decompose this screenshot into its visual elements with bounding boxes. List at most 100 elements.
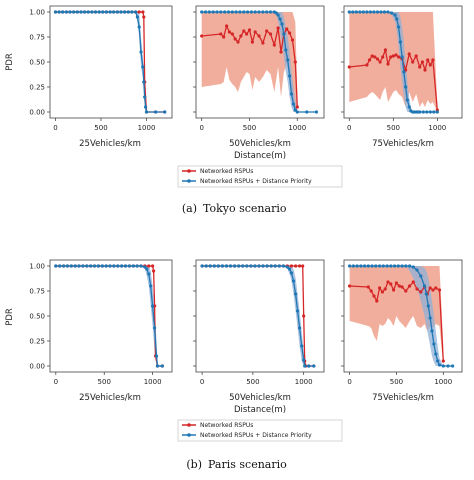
point-distance-priority: [289, 92, 294, 96]
point-distance-priority: [145, 267, 149, 271]
point-distance-priority: [226, 10, 231, 14]
point-distance-priority: [354, 10, 358, 14]
legend-label: Networked RSPUs + Distance Priority: [200, 178, 312, 185]
point-networked-rspus: [257, 34, 261, 38]
point-distance-priority: [216, 264, 220, 268]
point-distance-priority: [397, 25, 401, 29]
point-distance-priority: [200, 10, 204, 14]
point-distance-priority: [285, 265, 289, 269]
point-networked-rspus: [285, 27, 289, 31]
point-distance-priority: [204, 10, 208, 14]
point-networked-rspus: [426, 58, 430, 62]
point-distance-priority: [273, 264, 277, 268]
x-tick-label: 1000: [428, 124, 446, 132]
point-distance-priority: [390, 11, 394, 15]
point-distance-priority: [298, 326, 302, 330]
chart-paris-25: 25Vehicles/km 0.00 0.25 0.50 0.75 1.00 0 500 10…: [29, 259, 173, 403]
point-distance-priority: [424, 292, 428, 296]
point-distance-priority: [123, 10, 127, 14]
point-distance-priority: [134, 10, 138, 14]
point-distance-priority: [407, 105, 411, 109]
point-networked-rspus: [428, 286, 432, 290]
point-distance-priority: [212, 264, 216, 268]
chart-xlabel: 25Vehicles/km: [79, 393, 141, 403]
point-networked-rspus: [242, 29, 246, 33]
point-distance-priority: [58, 264, 62, 268]
point-networked-rspus: [247, 28, 252, 32]
point-distance-priority: [92, 264, 97, 268]
point-networked-rspus: [383, 48, 387, 52]
plot-area: [348, 264, 455, 368]
point-networked-rspus: [236, 40, 240, 44]
point-networked-rspus: [411, 280, 415, 284]
point-distance-priority: [307, 364, 311, 368]
point-distance-priority: [430, 329, 434, 333]
point-distance-priority: [100, 264, 104, 268]
y-tick-label: 0.25: [29, 338, 45, 346]
point-distance-priority: [238, 10, 242, 14]
point-distance-priority: [370, 264, 374, 268]
point-distance-priority: [143, 95, 147, 99]
line-networked-rspus: [55, 11, 165, 113]
point-networked-rspus: [370, 54, 374, 58]
point-distance-priority: [233, 264, 237, 268]
point-distance-priority: [385, 264, 389, 268]
point-networked-rspus: [369, 289, 373, 293]
point-distance-priority: [437, 363, 442, 367]
caption-text: Paris scenario: [208, 458, 287, 471]
point-networked-rspus: [431, 288, 435, 292]
point-networked-rspus: [366, 285, 370, 289]
point-distance-priority: [151, 304, 155, 308]
point-networked-rspus: [152, 269, 156, 273]
point-distance-priority: [358, 10, 362, 14]
point-distance-priority: [434, 352, 438, 356]
point-networked-rspus: [279, 50, 283, 54]
legend-marker: [187, 179, 191, 183]
point-networked-rspus: [268, 32, 273, 36]
legend: Networked RSPUs Networked RSPUs + Distan…: [177, 165, 343, 188]
point-networked-rspus: [151, 264, 155, 268]
point-distance-priority: [108, 264, 112, 268]
point-networked-rspus: [294, 264, 298, 268]
point-distance-priority: [300, 344, 304, 348]
point-distance-priority: [276, 13, 280, 17]
point-distance-priority: [144, 110, 149, 114]
chart-xlabel: 75Vehicles/km: [372, 139, 434, 149]
point-distance-priority: [215, 10, 219, 14]
point-networked-rspus: [253, 30, 257, 34]
point-networked-rspus: [408, 284, 412, 288]
point-distance-priority: [139, 264, 143, 268]
point-distance-priority: [112, 10, 116, 14]
point-distance-priority: [143, 265, 147, 269]
point-distance-priority: [77, 264, 81, 268]
point-distance-priority: [291, 102, 295, 106]
point-distance-priority: [224, 264, 229, 268]
point-distance-priority: [402, 70, 406, 74]
point-distance-priority: [108, 10, 112, 14]
point-distance-priority: [120, 264, 124, 268]
point-distance-priority: [355, 264, 359, 268]
point-distance-priority: [405, 98, 409, 102]
point-distance-priority: [404, 264, 408, 268]
line-distance-priority: [55, 265, 163, 367]
point-networked-rspus: [219, 32, 223, 36]
point-distance-priority: [85, 264, 89, 268]
y-tick-label: 0.00: [29, 363, 45, 371]
point-distance-priority: [135, 15, 139, 19]
point-distance-priority: [312, 364, 316, 368]
point-distance-priority: [268, 10, 273, 14]
point-distance-priority: [295, 110, 299, 114]
y-tick-label: 0.75: [29, 34, 45, 42]
point-distance-priority: [359, 264, 363, 268]
point-distance-priority: [374, 264, 378, 268]
point-distance-priority: [288, 74, 292, 78]
x-tick-label: 0: [347, 378, 351, 386]
point-distance-priority: [75, 10, 79, 14]
point-networked-rspus: [372, 294, 376, 298]
point-distance-priority: [228, 264, 233, 268]
point-distance-priority: [389, 264, 393, 268]
point-networked-rspus: [290, 38, 295, 42]
point-distance-priority: [398, 40, 402, 44]
point-networked-rspus: [375, 299, 379, 303]
